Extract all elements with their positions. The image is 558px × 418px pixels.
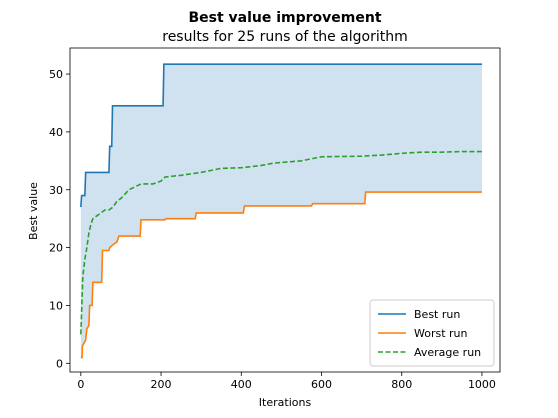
- y-tick-label-0: 0: [56, 357, 63, 370]
- x-tick-label-800: 800: [391, 378, 412, 391]
- x-tick-label-400: 400: [231, 378, 252, 391]
- y-tick-label-20: 20: [49, 242, 63, 255]
- plot-frame: [69, 47, 501, 373]
- chart-title: Best value improvement: [188, 10, 381, 26]
- legend-label-best-run: Best run: [414, 308, 460, 321]
- x-axis-label: Iterations: [259, 396, 312, 409]
- series-line-average-run: [80, 150, 482, 335]
- x-tick-label-600: 600: [311, 378, 332, 391]
- y-axis: 0 10 20 30 40 50: [49, 68, 70, 370]
- y-tick-label-40: 40: [49, 126, 63, 139]
- x-axis: 0 200 400 600 800 1000: [77, 372, 496, 391]
- chart-subtitle: results for 25 runs of the algorithm: [162, 29, 408, 45]
- y-tick-label-30: 30: [49, 184, 63, 197]
- best-worst-band: [80, 64, 482, 358]
- series-line-worst-run: [80, 191, 482, 359]
- series-line-best-run: [80, 63, 482, 208]
- x-tick-label-0: 0: [77, 378, 84, 391]
- series-layer: [80, 63, 482, 359]
- legend-box: [369, 299, 495, 367]
- plot-area: [69, 47, 501, 373]
- y-tick-label-10: 10: [49, 299, 63, 312]
- x-tick-label-200: 200: [151, 378, 172, 391]
- y-tick-label-50: 50: [49, 68, 63, 81]
- legend-label-worst-run: Worst run: [414, 327, 468, 340]
- legend-label-average-run: Average run: [414, 346, 481, 359]
- x-tick-label-1000: 1000: [468, 378, 496, 391]
- y-axis-label: Best value: [27, 182, 40, 240]
- legend: Best run Worst run Average run: [369, 299, 495, 367]
